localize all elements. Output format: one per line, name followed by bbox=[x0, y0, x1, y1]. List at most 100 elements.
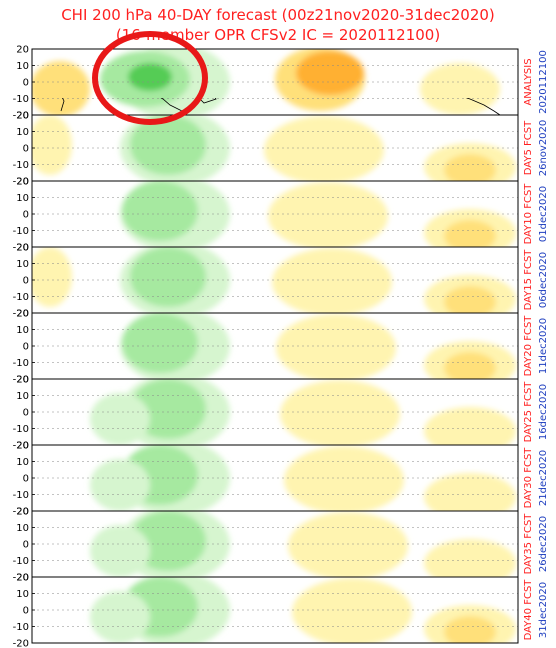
panel-date: 21dec2020 bbox=[538, 450, 549, 506]
panel-date: 06dec2020 bbox=[538, 252, 549, 308]
y-tick-label: 20 bbox=[16, 375, 29, 386]
shade-blob bbox=[272, 248, 392, 313]
panel-date: 11dec2020 bbox=[538, 318, 549, 374]
y-tick-label: -10 bbox=[13, 622, 29, 633]
y-tick-label: 20 bbox=[16, 45, 29, 56]
panel-1: 20 10 0 -10 -20 DAY5 FCST 26nov2020 bbox=[13, 111, 549, 188]
panel-label: DAY15 FCST bbox=[523, 249, 534, 311]
y-tick-label: -20 bbox=[13, 177, 29, 188]
shade-blob bbox=[276, 314, 396, 379]
y-tick-label: 0 bbox=[23, 474, 29, 485]
y-tick-label: 0 bbox=[23, 210, 29, 221]
y-tick-label: 0 bbox=[23, 540, 29, 551]
panel-label: DAY20 FCST bbox=[523, 315, 534, 377]
y-tick-label: 10 bbox=[16, 589, 29, 600]
y-tick-label: 0 bbox=[23, 342, 29, 353]
shade-blob bbox=[32, 115, 72, 175]
panel-label: ANALYSIS bbox=[523, 58, 534, 105]
y-tick-label: -10 bbox=[13, 226, 29, 237]
panel-date: 16dec2020 bbox=[538, 384, 549, 440]
y-tick-label: 10 bbox=[16, 457, 29, 468]
y-tick-label: -20 bbox=[13, 375, 29, 386]
y-tick-label: 20 bbox=[16, 309, 29, 320]
coastline bbox=[465, 98, 501, 116]
coastline bbox=[160, 98, 187, 114]
shade-blob bbox=[90, 459, 150, 511]
shade-blob bbox=[32, 61, 90, 115]
shade-blob bbox=[122, 181, 198, 241]
panel-date: 31dec2020 bbox=[538, 582, 549, 638]
y-tick-label: 20 bbox=[16, 507, 29, 518]
y-tick-label: 20 bbox=[16, 243, 29, 254]
y-tick-label: -10 bbox=[13, 160, 29, 171]
panel-date: 2020112100 bbox=[538, 50, 549, 114]
panel-2: 20 10 0 -10 -20 DAY10 FCST 01dec2020 bbox=[13, 177, 549, 254]
y-tick-label: -10 bbox=[13, 94, 29, 105]
chart-title-line-1: CHI 200 hPa 40-DAY forecast (00z21nov202… bbox=[61, 6, 495, 24]
shade-blob bbox=[90, 591, 150, 643]
panel-8: 20 10 0 -10 -20 DAY40 FCST 31dec2020 bbox=[13, 573, 549, 648]
coastline bbox=[60, 98, 65, 112]
shading bbox=[32, 247, 516, 313]
panel-stack: 20 10 0 -10 -20 ANALYSIS 2020112100 20 10 0 -10 -20… bbox=[13, 45, 549, 648]
panel-date: 01dec2020 bbox=[538, 186, 549, 242]
y-tick-label: -20 bbox=[13, 111, 29, 122]
y-tick-label: 0 bbox=[23, 408, 29, 419]
shade-blob bbox=[288, 512, 408, 577]
shade-blob bbox=[444, 220, 496, 247]
y-tick-label: -10 bbox=[13, 292, 29, 303]
y-tick-label: -20 bbox=[13, 243, 29, 254]
shade-blob bbox=[90, 393, 150, 445]
y-tick-label: 0 bbox=[23, 276, 29, 287]
shade-blob bbox=[268, 182, 388, 247]
y-tick-label: 10 bbox=[16, 523, 29, 534]
y-tick-label: 0 bbox=[23, 78, 29, 89]
panel-label: DAY5 FCST bbox=[523, 120, 534, 175]
y-tick-label: -20 bbox=[13, 507, 29, 518]
shade-blob bbox=[128, 63, 172, 91]
panel-label: DAY25 FCST bbox=[523, 381, 534, 443]
y-tick-label: 20 bbox=[16, 441, 29, 452]
y-tick-label: 10 bbox=[16, 259, 29, 270]
y-tick-label: -10 bbox=[13, 490, 29, 501]
shade-blob bbox=[122, 313, 198, 373]
annotation-circle bbox=[92, 31, 208, 125]
panel-4: 20 10 0 -10 -20 DAY20 FCST 11dec2020 bbox=[13, 309, 549, 386]
shade-blob bbox=[424, 407, 516, 445]
y-tick-label: -20 bbox=[13, 441, 29, 452]
y-tick-label: 10 bbox=[16, 391, 29, 402]
shade-blob bbox=[444, 352, 496, 379]
shade-blob bbox=[280, 380, 400, 445]
y-tick-label: 20 bbox=[16, 573, 29, 584]
panel-label: DAY30 FCST bbox=[523, 447, 534, 509]
shading bbox=[32, 49, 500, 115]
y-tick-label: -20 bbox=[13, 639, 29, 648]
shade-blob bbox=[444, 154, 496, 181]
y-tick-label: -20 bbox=[13, 309, 29, 320]
y-tick-label: -10 bbox=[13, 556, 29, 567]
shade-blob bbox=[32, 247, 72, 307]
panel-label: DAY10 FCST bbox=[523, 183, 534, 245]
y-tick-label: -20 bbox=[13, 573, 29, 584]
y-tick-label: 10 bbox=[16, 61, 29, 72]
y-tick-label: 20 bbox=[16, 177, 29, 188]
y-tick-label: 10 bbox=[16, 193, 29, 204]
panel-3: 20 10 0 -10 -20 DAY15 FCST 06dec2020 bbox=[13, 243, 549, 320]
shade-blob bbox=[292, 578, 412, 643]
island-outline bbox=[198, 98, 217, 104]
y-tick-label: -10 bbox=[13, 424, 29, 435]
shade-blob bbox=[130, 247, 206, 307]
shade-blob bbox=[424, 473, 516, 511]
panel-5: 20 10 0 -10 -20 DAY25 FCST 16dec2020 bbox=[13, 375, 549, 452]
y-tick-label: 10 bbox=[16, 325, 29, 336]
y-tick-label: 0 bbox=[23, 144, 29, 155]
panel-7: 20 10 0 -10 -20 DAY35 FCST 26dec2020 bbox=[13, 507, 549, 584]
shade-blob bbox=[444, 616, 496, 643]
shade-blob bbox=[284, 446, 404, 511]
coastlines bbox=[60, 98, 501, 116]
shade-blob bbox=[444, 286, 496, 313]
y-tick-label: 20 bbox=[16, 111, 29, 122]
shade-blob bbox=[90, 525, 150, 577]
panel-label: DAY40 FCST bbox=[523, 579, 534, 641]
